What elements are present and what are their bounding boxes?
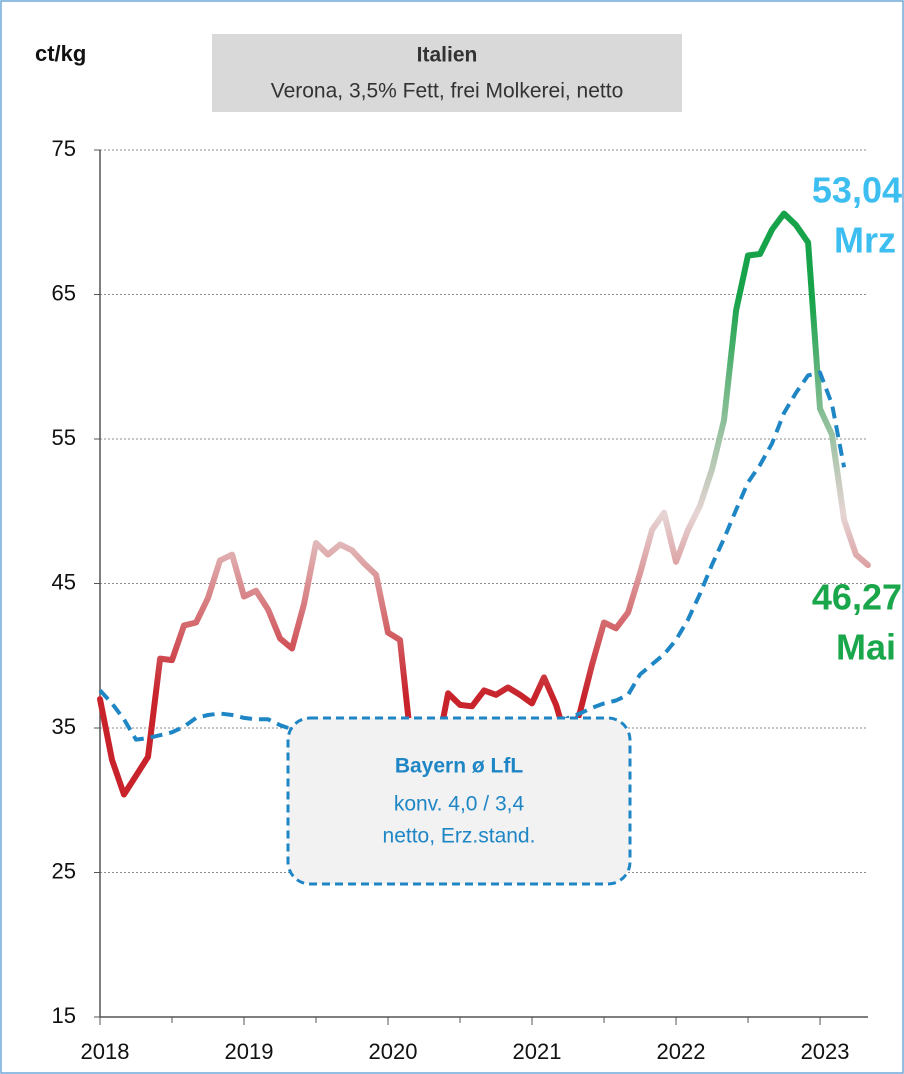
- y-tick-label: 75: [52, 136, 76, 161]
- legend-note: netto, Erz.stand.: [383, 825, 536, 848]
- x-tick-label: 2023: [801, 1039, 850, 1064]
- y-tick-label: 15: [52, 1003, 76, 1028]
- y-tick-label: 45: [52, 569, 76, 594]
- chart-subtitle: Verona, 3,5% Fett, frei Molkerei, netto: [271, 80, 624, 103]
- grid: 15 25 35 45 55 65 75 2018 2019 2020 2021 2022 2023: [52, 136, 868, 1064]
- y-tick-label: 65: [52, 280, 76, 305]
- legend-title: Bayern ø LfL: [395, 755, 524, 778]
- x-tick-label: 2020: [369, 1039, 418, 1064]
- x-tick-label: 2018: [81, 1039, 130, 1064]
- x-tick-label: 2019: [225, 1039, 274, 1064]
- value-label-month: Mai: [836, 627, 896, 668]
- value-label: 53,04: [812, 170, 902, 211]
- y-unit-label: ct/kg: [35, 41, 86, 66]
- title-box: [212, 34, 682, 112]
- legend-note: konv. 4,0 / 3,4: [394, 793, 525, 816]
- x-tick-label: 2021: [513, 1039, 562, 1064]
- end-labels: 46,27 Mai 53,04 Mrz: [812, 170, 902, 668]
- value-label-month: Mrz: [834, 220, 896, 261]
- legend-box: [286, 716, 632, 886]
- legend: Bayern ø LfL konv. 4,0 / 3,4 netto, Erz.st…: [383, 755, 536, 848]
- value-label: 46,27: [812, 577, 902, 618]
- y-tick-label: 25: [52, 858, 76, 883]
- chart-title: Italien: [417, 44, 478, 67]
- series-line: [97, 210, 871, 798]
- y-tick-label: 35: [52, 714, 76, 739]
- y-tick-label: 55: [52, 425, 76, 450]
- x-tick-label: 2022: [657, 1039, 706, 1064]
